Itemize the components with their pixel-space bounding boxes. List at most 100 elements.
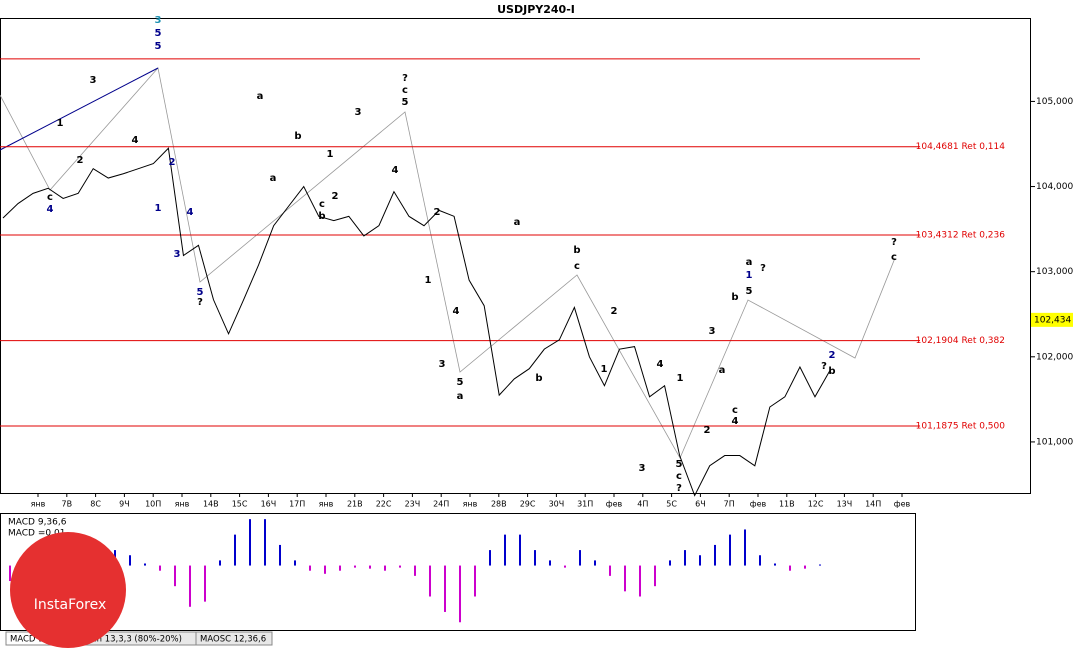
wave-label: c (47, 192, 53, 203)
x-tick-label: 6Ч (695, 500, 706, 509)
x-tick-label: 28В (491, 500, 507, 509)
wave-label: 3 (439, 359, 446, 370)
macd-label: MACD 9,36,6 (8, 518, 67, 528)
wave-label: 5 (402, 97, 409, 108)
wave-label: b (828, 366, 835, 377)
wave-label: 2 (829, 350, 836, 361)
wave-label: c (574, 261, 580, 272)
wave-label: 5 (155, 28, 162, 39)
x-tick-label: янв (463, 500, 478, 509)
x-tick-label: 30Ч (549, 500, 565, 509)
price-line (2, 147, 831, 497)
wave-label: a (746, 257, 753, 268)
wave-label: a (270, 173, 277, 184)
wave-label: c (402, 85, 408, 96)
indicator-pane (0, 513, 916, 631)
x-tick-label: 12С (808, 500, 824, 509)
x-tick-label: 14П (865, 500, 881, 509)
x-tick-label: 31П (577, 500, 593, 509)
wave-label: 1 (425, 275, 432, 286)
wave-label: ? (891, 237, 897, 248)
wave-label: a (457, 391, 464, 402)
y-tick-label: 105,000 (1036, 97, 1073, 107)
x-tick-label: 8С (90, 500, 101, 509)
price-pane (0, 18, 1031, 494)
x-tick-label: 7П (724, 500, 735, 509)
wave-label: 3 (639, 463, 646, 474)
wave-label: a (719, 365, 726, 376)
wave-label: 2 (611, 306, 618, 317)
x-tick-label: 10П (145, 500, 161, 509)
wave-label: 1 (677, 373, 684, 384)
wave-label: 3 (355, 107, 362, 118)
wave-label: ? (760, 263, 766, 274)
wave-label: b (318, 211, 325, 222)
wave-label: 4 (732, 416, 739, 427)
wave-label: 3 (174, 249, 181, 260)
x-tick-label: 9Ч (119, 500, 130, 509)
wave-label: 1 (155, 203, 162, 214)
wave-label: 1 (746, 270, 753, 281)
wave-label: 5 (155, 41, 162, 52)
wave-label: 5 (676, 459, 683, 470)
wave-label: 1 (327, 149, 334, 160)
x-tick-label: 15С (232, 500, 248, 509)
current-price-label: 102,434 (1034, 315, 1071, 325)
wave-label: a (514, 217, 521, 228)
wave-label: ? (402, 73, 408, 84)
level-label: 103,4312 Ret 0,236 (916, 230, 1006, 240)
x-tick-label: 22С (376, 500, 392, 509)
x-tick-label: 11В (779, 500, 795, 509)
wave-label: 2 (434, 207, 441, 218)
logo: InstaForex (10, 532, 126, 648)
tab[interactable] (195, 631, 273, 646)
logo-text: InstaForex (34, 597, 107, 613)
wave-label: ? (197, 297, 203, 308)
wave-label: 5 (746, 286, 753, 297)
wave-label: 4 (392, 165, 399, 176)
wave-label: 1 (601, 364, 608, 375)
x-tick-label: 23Ч (405, 500, 421, 509)
level-label: 101,1875 Ret 0,500 (916, 421, 1006, 431)
x-tick-label: фев (894, 500, 911, 509)
wave-label: 1 (57, 118, 64, 129)
tab-label: MAOSC 12,36,6 (200, 635, 266, 645)
x-tick-label: 17П (289, 500, 305, 509)
wave-label: 2 (169, 157, 176, 168)
wave-label: 3 (90, 75, 97, 86)
window-title: USDJPY240-I (497, 3, 575, 16)
current-price-box (1031, 312, 1073, 327)
trend-line (0, 67, 159, 151)
y-tick-label: 101,000 (1036, 437, 1073, 447)
wave-label: 5 (457, 377, 464, 388)
x-tick-label: фев (750, 500, 767, 509)
wave-label: b (535, 373, 542, 384)
wave-label: 3 (155, 15, 162, 26)
logo-badge (10, 532, 126, 648)
wave-label: c (319, 199, 325, 210)
wave-label: ? (676, 483, 682, 494)
x-tick-label: янв (31, 500, 46, 509)
x-tick-label: 13Ч (837, 500, 853, 509)
wave-path (0, 67, 896, 459)
level-label: 104,4681 Ret 0,114 (916, 142, 1006, 152)
wave-label: b (294, 131, 301, 142)
x-tick-label: янв (319, 500, 334, 509)
y-tick-label: 104,000 (1036, 182, 1073, 192)
x-tick-label: янв (175, 500, 190, 509)
wave-label: ? (821, 361, 827, 372)
wave-label: 4 (132, 135, 139, 146)
wave-label: 4 (187, 207, 194, 218)
x-tick-label: 24П (433, 500, 449, 509)
wave-label: b (573, 245, 580, 256)
tab-label: MACD 9,36,6 (10, 635, 65, 645)
wave-label: 5 (197, 287, 204, 298)
x-tick-label: 21В (347, 500, 363, 509)
x-tick-label: 5С (666, 500, 677, 509)
x-tick-label: 7В (62, 500, 73, 509)
wave-label: 3 (709, 326, 716, 337)
tab-label: Stoch 13,3,3 (80%-20%) (78, 635, 182, 645)
wave-label: b (731, 292, 738, 303)
